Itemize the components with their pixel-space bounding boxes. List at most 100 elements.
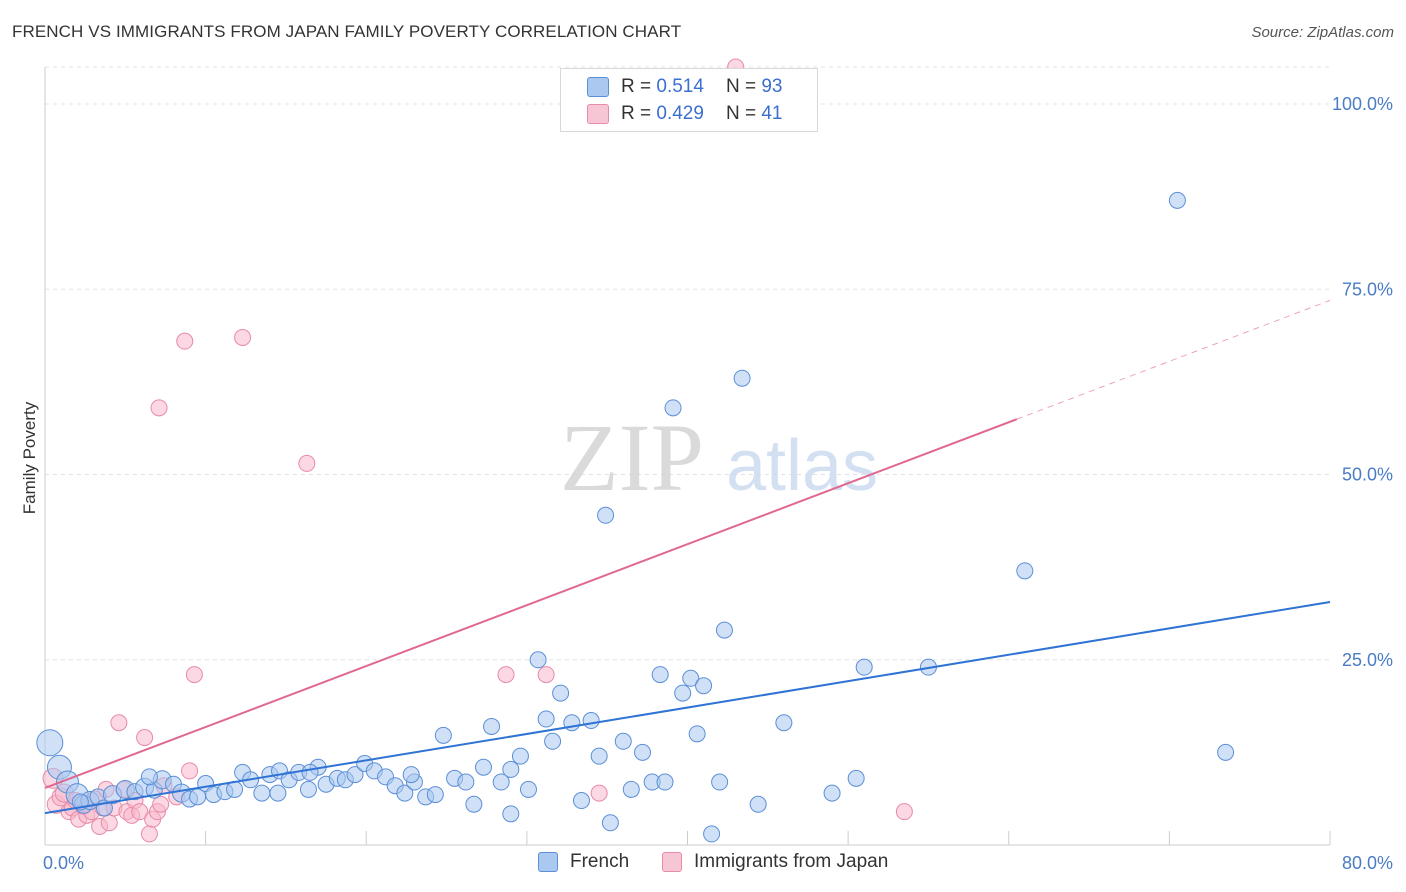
- legend-swatch-french: [587, 77, 609, 97]
- legend-item-french[interactable]: French: [538, 851, 629, 873]
- french-point: [823, 784, 841, 802]
- french-point: [664, 399, 682, 417]
- chart-title: FRENCH VS IMMIGRANTS FROM JAPAN FAMILY P…: [12, 22, 682, 41]
- japan-point: [298, 454, 316, 472]
- japan-point: [537, 666, 555, 684]
- y-axis-label: Family Poverty: [20, 401, 39, 514]
- legend-label-japan: Immigrants from Japan: [694, 851, 889, 872]
- french-point: [537, 710, 555, 728]
- french-point: [301, 763, 319, 781]
- french-point: [465, 795, 483, 813]
- french-point: [682, 669, 700, 687]
- french-point: [622, 780, 640, 798]
- legend-row-japan: R = 0.429 N = 41: [587, 102, 782, 126]
- french-point: [656, 773, 674, 791]
- french-point: [552, 684, 570, 702]
- french-point: [855, 658, 873, 676]
- japan-point: [895, 803, 913, 821]
- french-point: [674, 684, 692, 702]
- french-point: [582, 712, 600, 730]
- french-point: [457, 773, 475, 791]
- legend-n-label: N =: [725, 76, 757, 97]
- tick-labels: 25.0% 50.0% 75.0% 100.0% 0.0% 80.0%: [43, 94, 1393, 873]
- japan-point: [181, 762, 199, 780]
- legend-swatch-french: [538, 852, 558, 872]
- legend-label-french: French: [570, 851, 630, 872]
- french-point: [634, 743, 652, 761]
- legend-swatch-japan: [587, 104, 609, 124]
- japan-point: [590, 784, 608, 802]
- japan-point: [152, 795, 170, 813]
- french-point: [1168, 191, 1186, 209]
- japan-point: [497, 666, 515, 684]
- watermark-atlas: atlas: [726, 426, 878, 506]
- french-point: [402, 766, 420, 784]
- french-point: [572, 792, 590, 810]
- stats-legend: R = 0.514 N = 93 R = 0.429 N = 41: [560, 68, 818, 132]
- chart-source: Source: ZipAtlas.com: [1251, 24, 1394, 41]
- french-point: [502, 805, 520, 823]
- japan-point: [234, 328, 252, 346]
- trend-line-japan: [44, 418, 1018, 789]
- axes: [44, 67, 1331, 846]
- french-point: [711, 773, 729, 791]
- legend-swatch-japan: [662, 852, 682, 872]
- legend-n-value-french: 93: [761, 76, 783, 97]
- french-point: [346, 766, 364, 784]
- french-point: [597, 506, 615, 524]
- legend-r-value-french: 0.514: [656, 76, 704, 97]
- french-point: [299, 780, 317, 798]
- french-point: [426, 786, 444, 804]
- zipatlas-watermark: ZIP atlas: [560, 404, 878, 511]
- legend-item-japan[interactable]: Immigrants from Japan: [662, 851, 888, 873]
- french-point: [529, 651, 547, 669]
- french-point: [253, 784, 271, 802]
- watermark-zip: ZIP: [560, 404, 704, 511]
- series-french-points: [36, 191, 1235, 843]
- french-point: [140, 768, 158, 786]
- french-point: [601, 814, 619, 832]
- french-point: [715, 621, 733, 639]
- japan-point: [150, 399, 168, 417]
- french-point: [1217, 743, 1235, 761]
- french-point: [651, 666, 669, 684]
- trend-lines: [44, 299, 1331, 815]
- french-point: [847, 769, 865, 787]
- x-tick-label: 0.0%: [43, 853, 84, 873]
- french-point: [688, 725, 706, 743]
- french-point: [1016, 562, 1034, 580]
- french-point: [475, 758, 493, 776]
- y-tick-label: 50.0%: [1342, 465, 1393, 485]
- japan-point: [185, 666, 203, 684]
- french-point: [775, 714, 793, 732]
- french-point: [269, 784, 287, 802]
- series-legend: French Immigrants from Japan: [0, 851, 1406, 879]
- japan-point: [140, 825, 158, 843]
- french-point: [511, 747, 529, 765]
- french-point: [36, 729, 64, 757]
- y-tick-label: 100.0%: [1332, 94, 1393, 114]
- japan-point: [110, 714, 128, 732]
- french-point: [733, 369, 751, 387]
- japan-point: [131, 803, 149, 821]
- trend-line-french: [44, 600, 1331, 815]
- y-tick-label: 25.0%: [1342, 650, 1393, 670]
- legend-r-value-japan: 0.429: [656, 103, 704, 124]
- legend-n-label: N =: [725, 103, 757, 124]
- french-point: [614, 732, 632, 750]
- japan-point: [136, 729, 154, 747]
- japan-point: [176, 332, 194, 350]
- french-point: [519, 780, 537, 798]
- french-point: [502, 760, 520, 778]
- french-point: [483, 717, 501, 735]
- legend-n-value-japan: 41: [761, 103, 783, 124]
- french-point: [590, 747, 608, 765]
- trend-line-japan-extension: [1016, 299, 1331, 420]
- french-point: [695, 677, 713, 695]
- y-tick-label: 75.0%: [1342, 279, 1393, 299]
- french-point: [749, 795, 767, 813]
- gridlines: [45, 66, 1330, 661]
- x-tick-label: 80.0%: [1342, 853, 1393, 873]
- french-point: [492, 773, 510, 791]
